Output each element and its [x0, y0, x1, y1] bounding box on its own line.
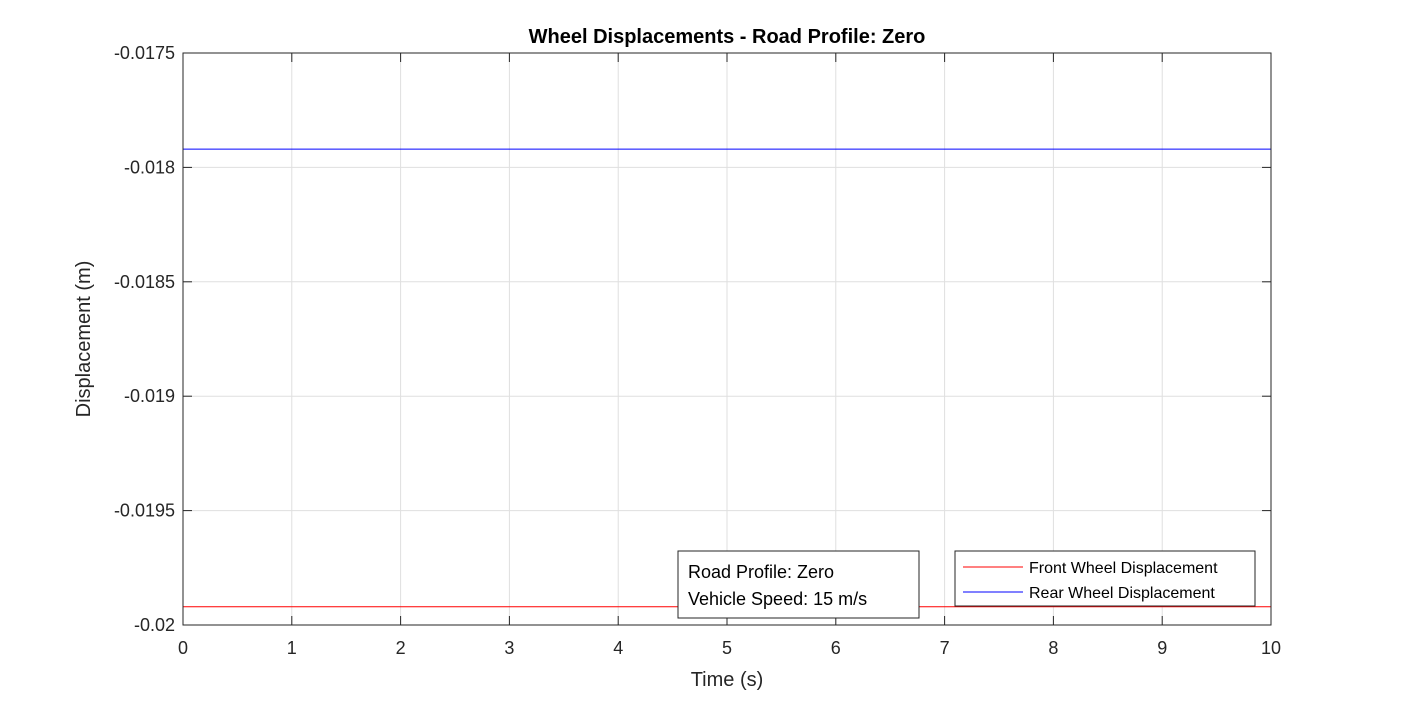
- y-axis-label: Displacement (m): [73, 261, 95, 418]
- tick-marks: [182, 52, 1272, 626]
- y-tick-label: -0.018: [124, 157, 175, 177]
- legend: Front Wheel Displacement Rear Wheel Disp…: [954, 550, 1256, 607]
- y-tick-labels: -0.02 -0.0195 -0.019 -0.0185 -0.018 -0.0175: [114, 43, 175, 635]
- x-tick-label: 6: [831, 638, 841, 658]
- x-tick-labels: 0 1 2 3 4 5 6 7 8 9 10: [178, 638, 1281, 658]
- x-axis-label: Time (s): [691, 669, 764, 691]
- y-tick-label: -0.019: [124, 386, 175, 406]
- chart-title: Wheel Displacements - Road Profile: Zero: [529, 26, 926, 48]
- x-tick-label: 3: [504, 638, 514, 658]
- x-tick-label: 10: [1261, 638, 1281, 658]
- x-tick-label: 9: [1157, 638, 1167, 658]
- grid-lines: [183, 53, 1271, 625]
- x-tick-label: 1: [287, 638, 297, 658]
- legend-label-rear: Rear Wheel Displacement: [1029, 585, 1215, 602]
- annotation-frame: [677, 550, 920, 619]
- annotation-box: Road Profile: Zero Vehicle Speed: 15 m/s: [677, 550, 920, 619]
- x-tick-label: 8: [1048, 638, 1058, 658]
- x-tick-label: 4: [613, 638, 623, 658]
- annotation-vehicle-speed: Vehicle Speed: 15 m/s: [688, 589, 867, 609]
- y-tick-label: -0.0175: [114, 43, 175, 63]
- annotation-road-profile: Road Profile: Zero: [688, 562, 834, 582]
- x-tick-label: 0: [178, 638, 188, 658]
- x-tick-label: 5: [722, 638, 732, 658]
- y-tick-label: -0.0185: [114, 272, 175, 292]
- x-tick-label: 2: [396, 638, 406, 658]
- x-tick-label: 7: [940, 638, 950, 658]
- y-tick-label: -0.02: [134, 615, 175, 635]
- legend-label-front: Front Wheel Displacement: [1029, 560, 1218, 577]
- legend-frame: [954, 550, 1256, 607]
- y-tick-label: -0.0195: [114, 501, 175, 521]
